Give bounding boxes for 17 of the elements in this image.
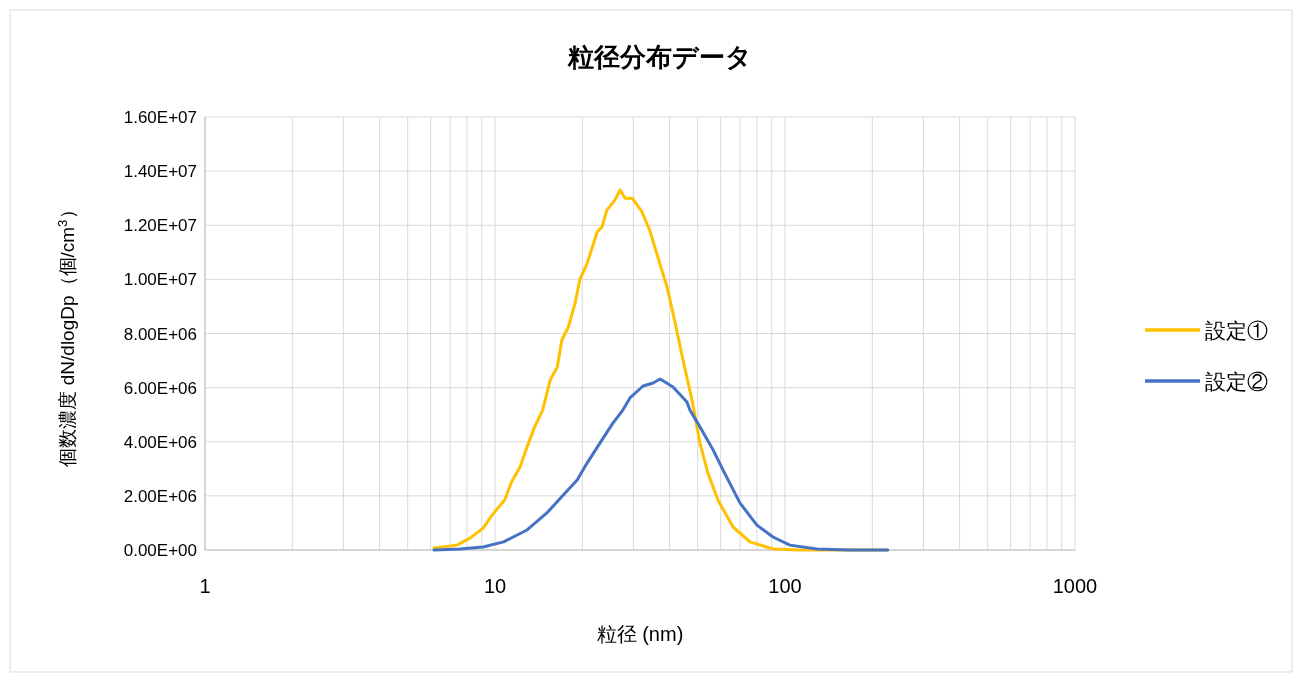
y-tick-label: 1.20E+07: [123, 216, 197, 236]
y-tick-label: 2.00E+06: [123, 486, 197, 506]
y-tick-label: 8.00E+06: [123, 324, 197, 344]
x-tick-label: 1: [199, 575, 211, 597]
x-tick-label: 100: [768, 575, 802, 597]
x-axis-title: 粒径 (nm): [596, 623, 684, 645]
y-tick-label: 1.40E+07: [123, 162, 197, 182]
y-tick-label: 4.00E+06: [123, 432, 197, 452]
x-tick-label: 10: [483, 575, 507, 597]
y-tick-label: 6.00E+06: [123, 378, 197, 398]
legend-label: 設定①: [1205, 319, 1268, 342]
y-tick-label: 1.60E+07: [123, 108, 197, 127]
y-tick-label: 1.00E+07: [123, 270, 197, 290]
x-tick-label: 1000: [1052, 575, 1098, 597]
chart-title: 粒径分布データ: [567, 42, 752, 72]
y-tick-label: 0.00E+00: [123, 541, 197, 560]
legend-label: 設定②: [1205, 370, 1268, 393]
